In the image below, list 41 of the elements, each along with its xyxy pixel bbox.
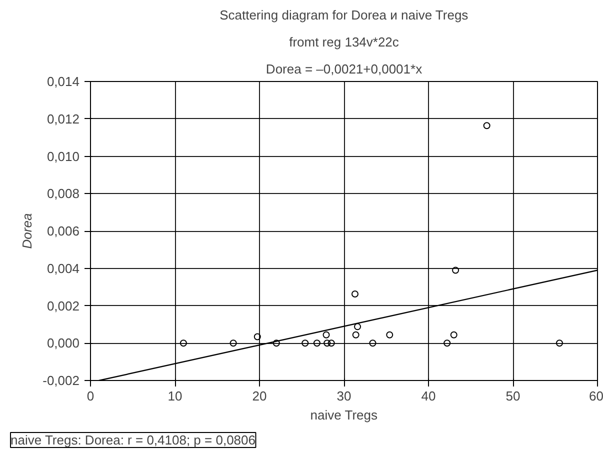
y-tick-label: 0,014 xyxy=(46,74,80,89)
point xyxy=(352,331,360,338)
point xyxy=(556,340,563,347)
point xyxy=(450,331,458,338)
point xyxy=(254,333,261,340)
y-tick-label: 0,000 xyxy=(46,336,80,351)
point xyxy=(180,340,187,347)
chart-title: Scattering diagram for Dorea и naive Tregs xyxy=(220,8,469,22)
x-tick-label: 40 xyxy=(421,388,436,404)
x-tick-label: 0 xyxy=(86,388,94,404)
point xyxy=(328,340,335,347)
x-axis-title: naive Tregs xyxy=(310,408,378,422)
point xyxy=(483,122,490,130)
point xyxy=(351,290,358,298)
point xyxy=(302,340,309,347)
x-tick-label: 60 xyxy=(589,388,603,404)
x-tick-label: 30 xyxy=(336,388,352,404)
point xyxy=(369,340,376,347)
point xyxy=(230,340,237,347)
point xyxy=(452,266,460,274)
point xyxy=(322,331,330,338)
y-axis-title: Dorea xyxy=(20,213,35,249)
point xyxy=(354,323,362,330)
x-tick-label: 50 xyxy=(506,388,520,404)
point xyxy=(272,340,280,347)
x-tick-label: 10 xyxy=(168,388,182,404)
y-tick-label: 0,010 xyxy=(46,148,80,164)
point xyxy=(313,340,320,347)
point xyxy=(386,331,394,338)
point xyxy=(324,340,331,347)
text: naive Tregs: Dorea: r = 0,4108; p = 0,0806 xyxy=(10,432,256,448)
y-tick-label: 0,008 xyxy=(46,186,80,202)
x-tick-label: 20 xyxy=(252,388,267,404)
point xyxy=(444,340,451,347)
text: Dorea = –0,0021+0,0001*x xyxy=(266,62,423,76)
y-tick-label: 0,006 xyxy=(46,224,80,238)
chart-subtitle: fromt reg 134v*22c xyxy=(289,34,400,50)
y-tick-label: 0,012 xyxy=(46,111,80,126)
y-tick-label: 0,002 xyxy=(46,298,80,314)
y-tick-label: -0,002 xyxy=(42,373,80,388)
y-tick-label: 0,004 xyxy=(46,260,80,276)
